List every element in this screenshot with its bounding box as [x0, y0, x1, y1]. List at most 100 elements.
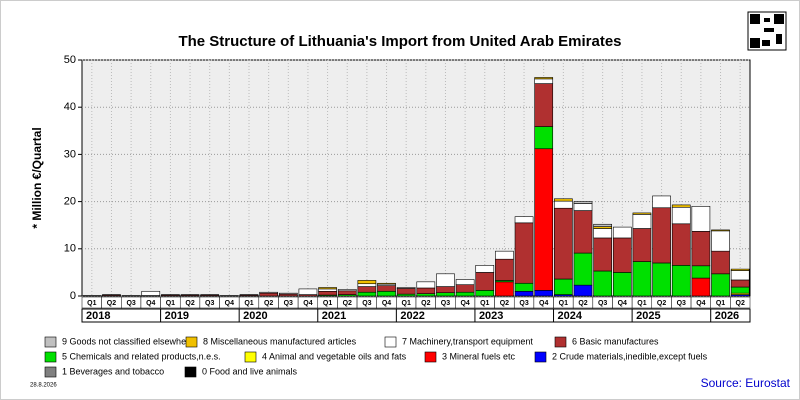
bar-segment — [534, 83, 554, 127]
x-tick-label: Q2 — [578, 300, 587, 307]
year-label: 2022 — [400, 310, 424, 322]
source: Source: Eurostat — [701, 376, 791, 390]
bar-segment — [377, 282, 396, 285]
x-tick-label: Q4 — [460, 300, 469, 307]
year-row — [81, 308, 751, 323]
legend-swatch — [185, 336, 198, 348]
x-tick-label: Q1 — [87, 300, 96, 307]
x-tick-label: Q2 — [185, 300, 194, 307]
x-tick-label: Q4 — [303, 300, 312, 307]
bar-segment — [475, 272, 495, 291]
bar-segment — [711, 230, 730, 252]
x-tick-label: Q4 — [696, 300, 705, 307]
x-tick-label: Q3 — [284, 300, 293, 307]
bar-segment — [711, 273, 730, 297]
x-tick-label: Q1 — [244, 300, 253, 307]
legend-swatch — [44, 351, 57, 363]
y-tick-label: 40 — [64, 101, 76, 113]
legend-label: 8 Miscellaneous manufactured articles — [203, 336, 357, 346]
bar-segment — [455, 284, 475, 293]
bar-segment — [612, 272, 632, 297]
bar-segment — [691, 206, 711, 232]
year-label: 2025 — [636, 310, 660, 322]
bar-segment — [416, 293, 436, 297]
bar-segment — [691, 265, 711, 279]
x-tick-label: Q4 — [146, 300, 155, 307]
bar-segment — [711, 250, 730, 275]
legend-swatch — [44, 366, 57, 378]
bar-segment — [534, 148, 554, 291]
bar-segment — [671, 204, 691, 208]
bar-segment — [730, 286, 750, 294]
x-tick-label: Q3 — [362, 300, 371, 307]
date: 28.8.2026 — [30, 383, 57, 389]
bar-segment — [475, 265, 495, 273]
bar-segment — [495, 258, 514, 281]
bar-segment — [534, 78, 554, 84]
legend-label: 3 Mineral fuels etc — [442, 351, 516, 361]
x-tick-label: Q3 — [598, 300, 607, 307]
bar-segment — [554, 207, 573, 280]
x-tick-label: Q4 — [539, 300, 548, 307]
q-box — [730, 296, 751, 309]
y-tick-label: 20 — [64, 196, 76, 208]
bar-segment — [455, 279, 475, 285]
legend-label: 9 Goods not classified elsewhere — [62, 336, 194, 346]
bar-segment — [711, 229, 730, 232]
bar-segment — [475, 290, 495, 297]
x-tick-label: Q2 — [343, 300, 352, 307]
y-tick-label: 50 — [64, 54, 76, 66]
legend-swatch — [184, 366, 197, 378]
x-tick-label: Q2 — [657, 300, 666, 307]
bar-segment — [318, 290, 337, 296]
bar-segment — [377, 285, 396, 292]
bar-segment — [141, 290, 161, 296]
bar-segment — [652, 207, 671, 264]
bar-segment — [612, 226, 632, 239]
x-tick-label: Q1 — [402, 300, 411, 307]
bar-segment — [337, 290, 357, 295]
x-tick-label: Q2 — [421, 300, 430, 307]
year-label: 2023 — [479, 310, 503, 322]
bar-segment — [573, 203, 593, 211]
x-tick-label: Q1 — [716, 300, 725, 307]
bar-segment — [337, 289, 357, 292]
legend-swatch — [44, 336, 57, 348]
bar-segment — [632, 228, 652, 262]
bar-segment — [357, 286, 377, 293]
bar-segment — [652, 262, 671, 297]
bar-segment — [730, 270, 750, 281]
bar-segment — [318, 287, 337, 290]
bar-segment — [377, 290, 396, 297]
legend-label: 6 Basic manufactures — [572, 336, 659, 346]
x-tick-label: Q3 — [441, 300, 450, 307]
bar-segment — [396, 287, 416, 289]
x-tick-label: Q2 — [500, 300, 509, 307]
bar-segment — [593, 223, 612, 227]
chart-title: The Structure of Lithuania's Import from… — [178, 33, 621, 50]
bar-segment — [691, 277, 711, 297]
legend-swatch — [554, 336, 567, 348]
bar-segment — [259, 292, 278, 297]
x-tick-label: Q1 — [637, 300, 646, 307]
year-label: 2019 — [165, 310, 189, 322]
bar-segment — [259, 291, 278, 294]
bar-segment — [455, 291, 475, 297]
x-tick-label: Q2 — [264, 300, 273, 307]
bar-segment — [730, 279, 750, 288]
legend-label: 1 Beverages and tobacco — [62, 366, 164, 376]
bar-segment — [593, 270, 612, 297]
bar-segment — [534, 126, 554, 150]
x-tick-label: Q3 — [126, 300, 135, 307]
bar-segment — [632, 214, 652, 229]
bar-segment — [534, 290, 554, 297]
bar-segment — [573, 284, 593, 297]
legend-label: 7 Machinery,transport equipment — [402, 336, 533, 346]
bar-segment — [357, 291, 377, 297]
y-axis-label: * Million €/Quartal — [30, 127, 44, 228]
x-tick-label: Q1 — [559, 300, 568, 307]
x-tick-label: Q3 — [677, 300, 686, 307]
bar-segment — [416, 281, 436, 289]
x-tick-label: Q1 — [166, 300, 175, 307]
bar-segment — [554, 198, 573, 202]
